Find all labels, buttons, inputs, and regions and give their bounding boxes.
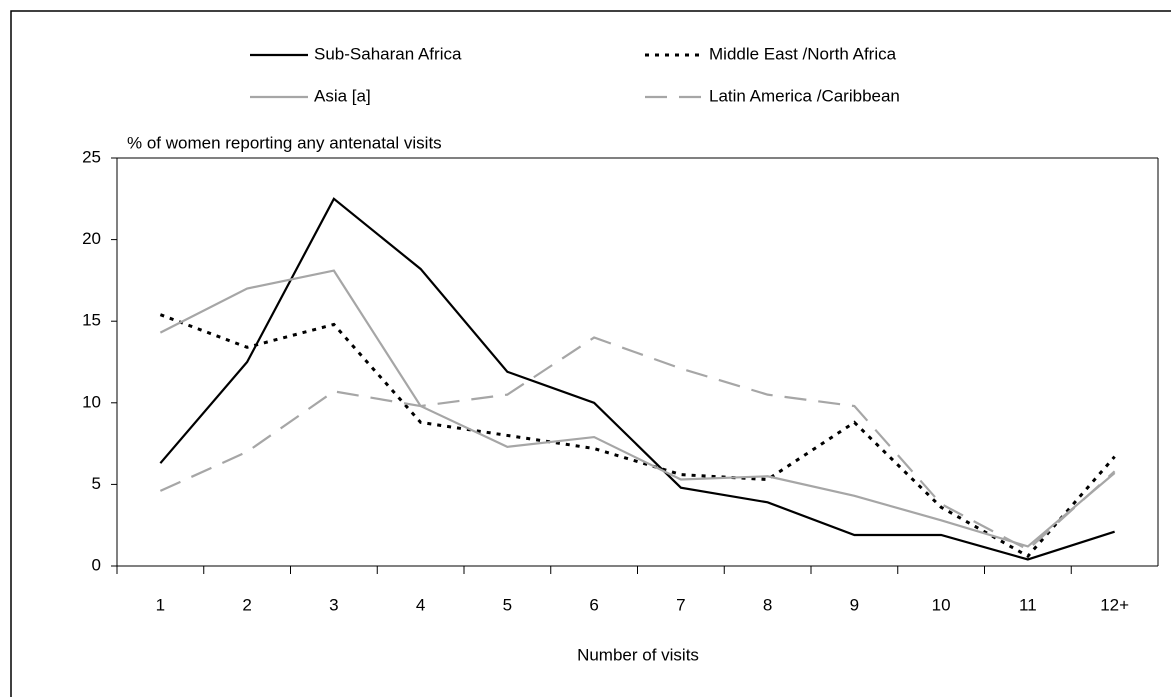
x-tick-label: 8 xyxy=(763,595,772,614)
x-tick-label: 1 xyxy=(156,595,165,614)
x-axis-label: Number of visits xyxy=(577,645,699,664)
y-axis-label: % of women reporting any antenatal visit… xyxy=(127,133,442,152)
legend-label: Middle East /North Africa xyxy=(709,44,897,63)
x-tick-label: 9 xyxy=(850,595,859,614)
y-tick-label: 5 xyxy=(92,474,101,493)
legend-label: Asia [a] xyxy=(314,86,371,105)
y-tick-label: 10 xyxy=(82,392,101,411)
legend-label: Sub-Saharan Africa xyxy=(314,44,462,63)
series-line xyxy=(159,197,1115,561)
y-tick-label: 20 xyxy=(82,229,101,248)
series-line xyxy=(159,336,1116,552)
x-tick-label: 4 xyxy=(416,595,425,614)
x-tick-label: 6 xyxy=(589,595,598,614)
x-tick-label: 12+ xyxy=(1100,595,1129,614)
x-tick-label: 3 xyxy=(329,595,338,614)
x-tick-label: 10 xyxy=(932,595,951,614)
x-tick-label: 5 xyxy=(503,595,512,614)
x-tick-label: 2 xyxy=(242,595,251,614)
series-line xyxy=(159,313,1116,559)
x-tick-label: 7 xyxy=(676,595,685,614)
x-tick-label: 11 xyxy=(1019,595,1037,614)
legend-label: Latin America /Caribbean xyxy=(709,86,900,105)
frame xyxy=(10,10,1171,697)
series-line xyxy=(159,269,1116,548)
y-tick-label: 25 xyxy=(82,147,101,166)
y-tick-label: 15 xyxy=(82,311,101,330)
y-tick-label: 0 xyxy=(92,555,101,574)
